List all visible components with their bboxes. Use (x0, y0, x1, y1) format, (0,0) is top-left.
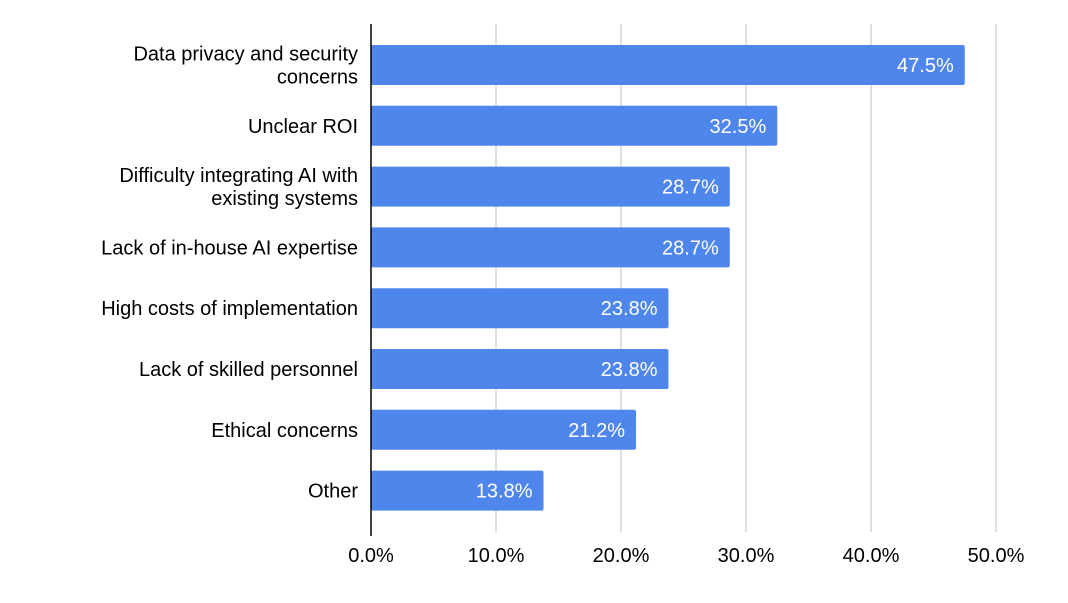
category-label: Ethical concerns (211, 420, 358, 442)
bar-data-label: 13.8% (476, 481, 533, 503)
bar (371, 166, 730, 207)
category-label-line: concerns (277, 67, 358, 89)
bar (371, 470, 544, 511)
category-label: Lack of skilled personnel (139, 359, 358, 381)
bar-data-label: 23.8% (601, 359, 658, 381)
x-tick-label: 30.0% (718, 545, 775, 567)
bar (371, 349, 669, 389)
category-label: Unclear ROI (248, 116, 358, 138)
category-label-line: Difficulty integrating AI with (119, 165, 358, 187)
x-tick-label: 0.0% (348, 545, 394, 567)
category-label-line: High costs of implementation (101, 298, 358, 320)
bar-data-label: 28.7% (662, 237, 719, 259)
bar-data-label: 32.5% (710, 116, 767, 138)
category-label-line: Other (308, 481, 358, 503)
x-tick-label: 10.0% (468, 545, 525, 567)
bar (371, 105, 778, 146)
x-tick-label: 50.0% (968, 545, 1025, 567)
bar (371, 45, 965, 85)
labels: 47.5% Data privacy and security concerns 32… (101, 44, 1024, 568)
category-label: High costs of implementation (101, 298, 358, 320)
bar-data-label: 47.5% (897, 55, 954, 77)
x-tick-label: 20.0% (593, 545, 650, 567)
category-label-line: Data privacy and security (133, 44, 358, 66)
bar-data-label: 21.2% (568, 420, 625, 442)
category-label: Difficulty integrating AI with existing s… (119, 165, 358, 210)
bar-data-label: 23.8% (601, 298, 658, 320)
bar (371, 227, 730, 268)
gridlines (495, 24, 997, 532)
category-label-line: Unclear ROI (248, 116, 358, 138)
category-label-line: Ethical concerns (211, 420, 358, 442)
x-tick-label: 40.0% (843, 545, 900, 567)
bars (371, 45, 965, 511)
bar (371, 409, 636, 450)
category-label: Lack of in-house AI expertise (101, 237, 358, 259)
category-label-line: Lack of skilled personnel (139, 359, 358, 381)
category-label-line: existing systems (211, 188, 358, 210)
category-label: Data privacy and security concerns (133, 44, 358, 89)
bar-data-label: 28.7% (662, 177, 719, 199)
category-label: Other (308, 481, 358, 503)
category-label-line: Lack of in-house AI expertise (101, 237, 358, 259)
bar (371, 288, 669, 329)
